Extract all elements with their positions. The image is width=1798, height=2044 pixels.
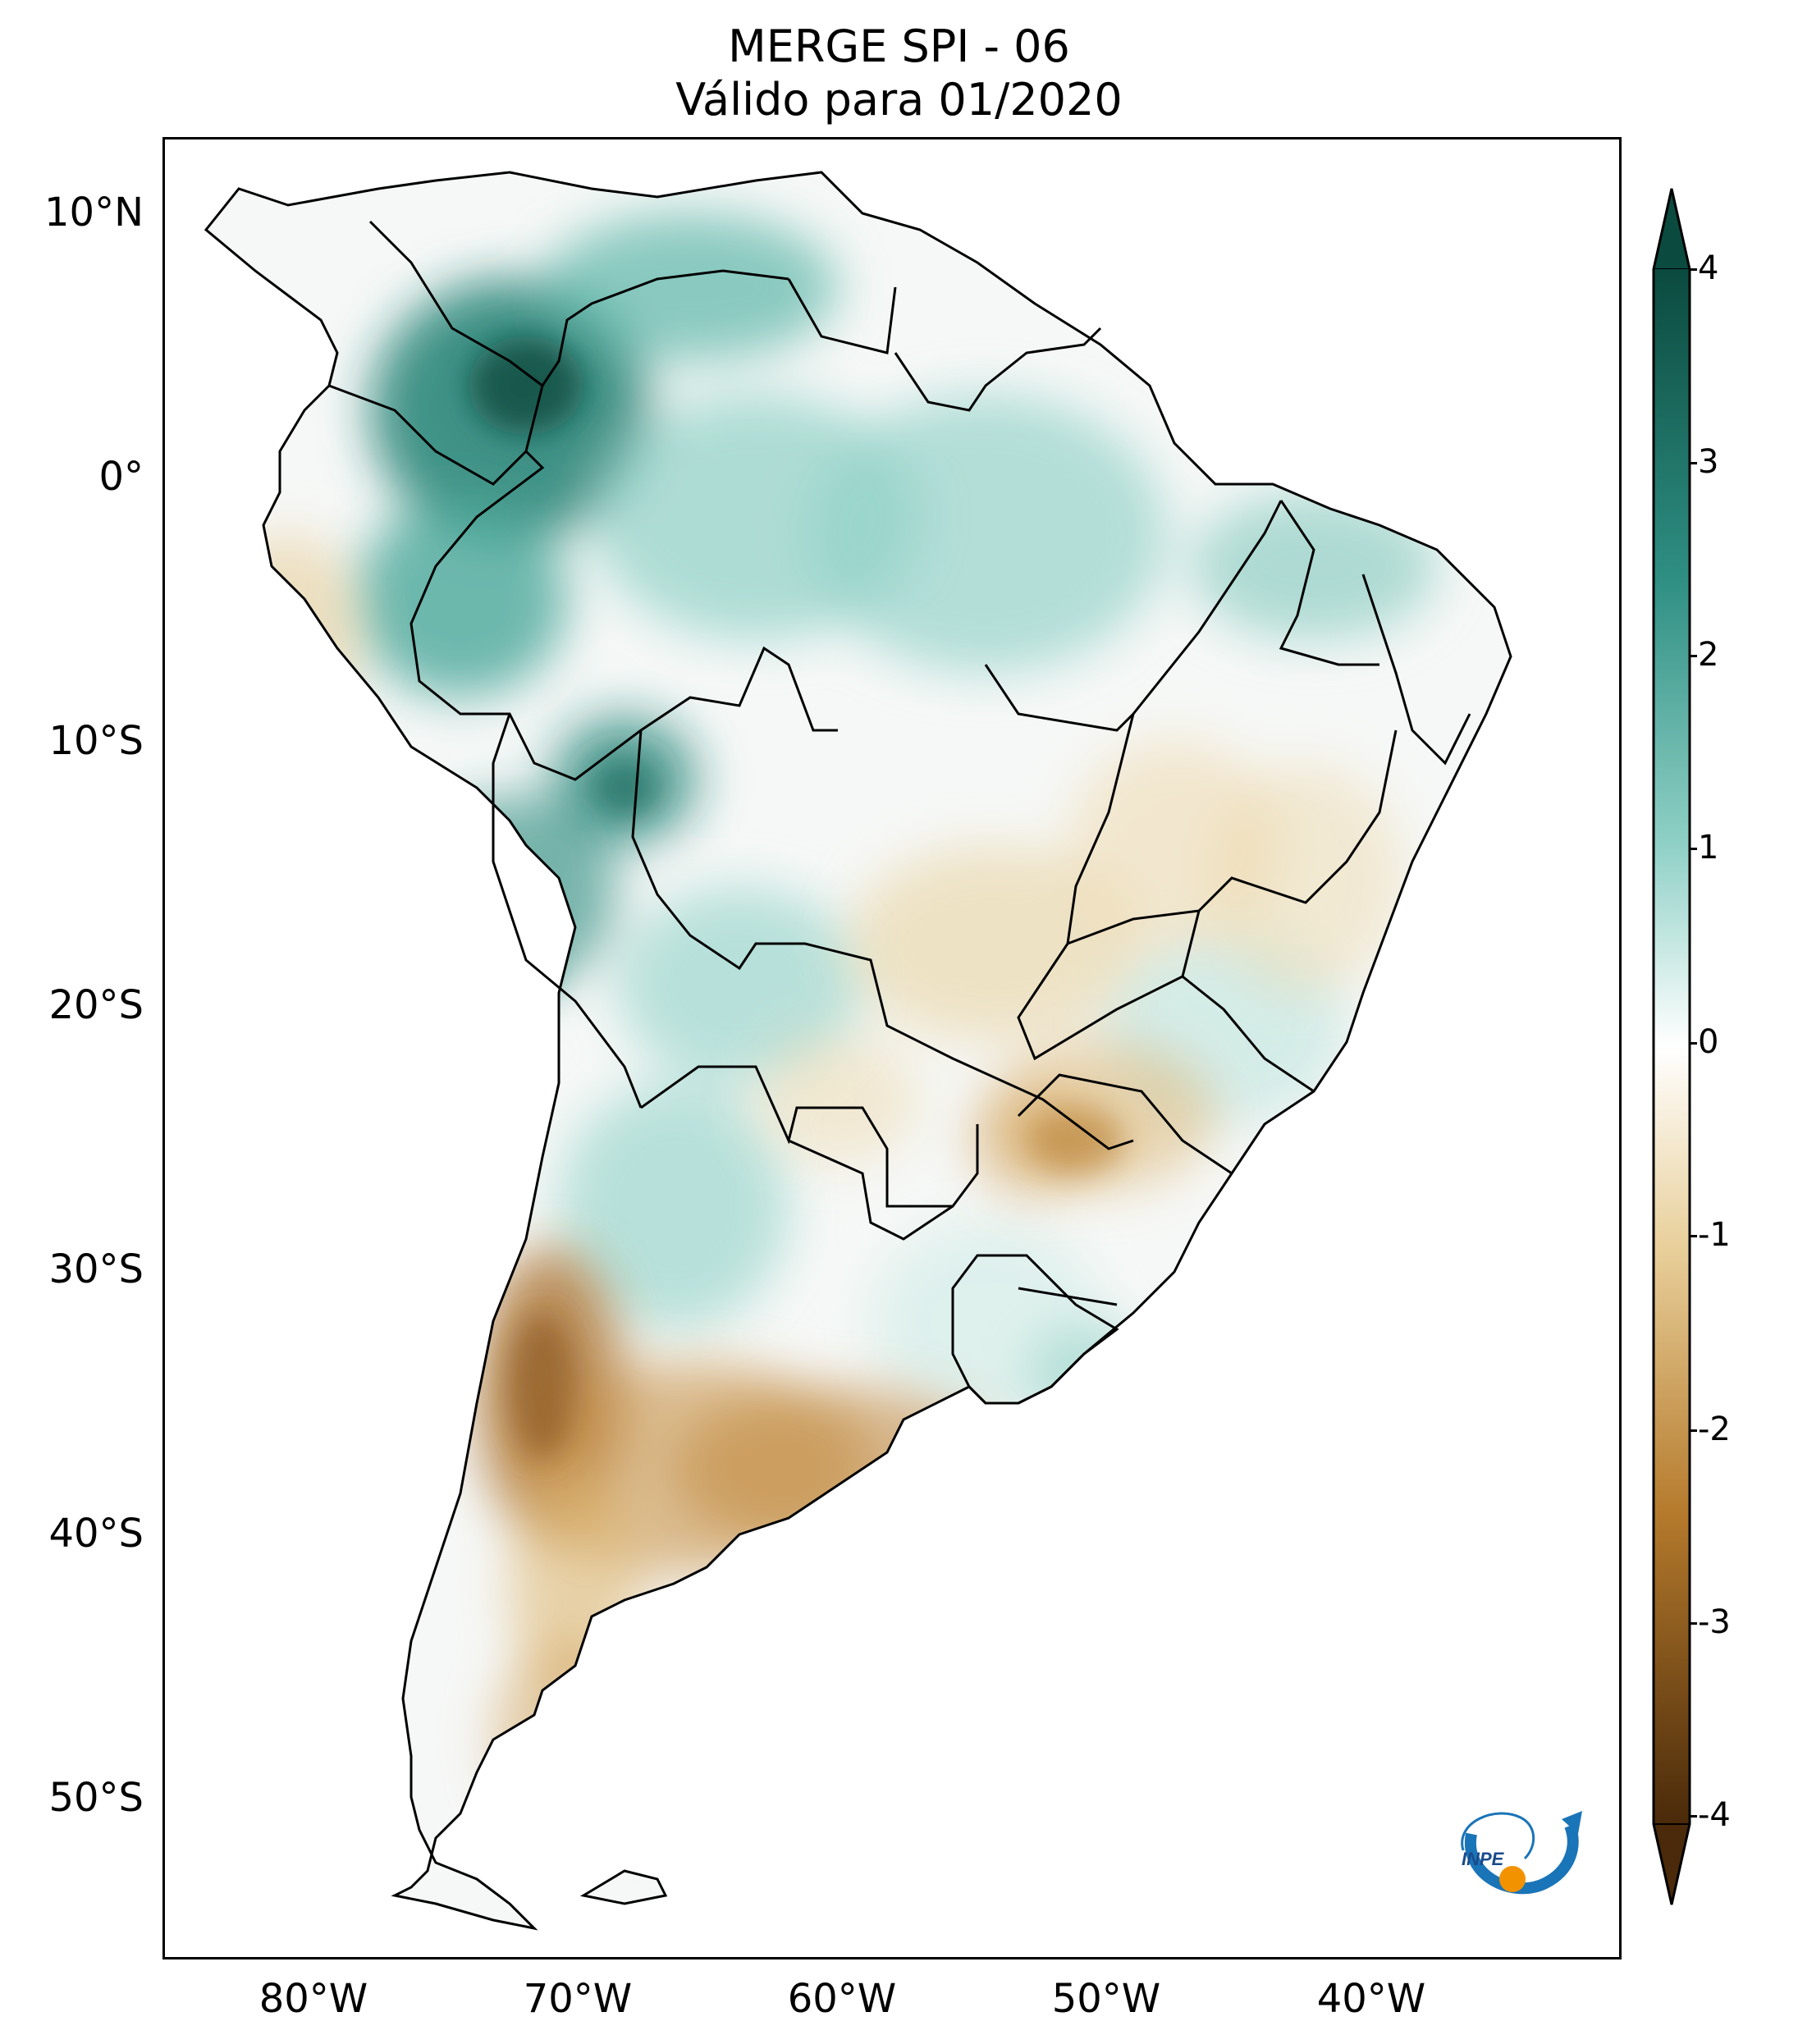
cb-label-1: 1 [1698, 829, 1719, 867]
cb-label-0: 0 [1698, 1023, 1719, 1061]
cb-tickmark-neg3 [1689, 1622, 1697, 1625]
south-america-map [204, 171, 1512, 1931]
cb-tickmark-1 [1689, 848, 1697, 850]
map-subtitle: Válido para 01/2020 [675, 74, 1123, 126]
lon-label-60w: 60°W [787, 1976, 897, 2022]
map-title: MERGE SPI - 06 [728, 21, 1070, 72]
cb-label-neg4: -4 [1698, 1796, 1731, 1834]
lat-label-10s: 10°S [48, 718, 144, 764]
cb-tickmark-neg2 [1689, 1429, 1697, 1432]
logo-dot [1499, 1866, 1526, 1892]
cb-tickmark-2 [1689, 655, 1697, 657]
spi-field [206, 172, 1511, 1928]
cb-label-3: 3 [1698, 443, 1719, 481]
cb-tickmark-3 [1689, 462, 1697, 464]
lat-label-0: 0° [98, 454, 144, 500]
logo-arrow-icon [1562, 1811, 1582, 1834]
cb-label-2: 2 [1698, 636, 1719, 674]
lat-label-40s: 40°S [48, 1511, 144, 1557]
colorbar [1652, 188, 1691, 1905]
lat-label-20s: 20°S [48, 982, 144, 1028]
cb-label-neg3: -3 [1698, 1603, 1731, 1641]
lon-label-40w: 40°W [1316, 1976, 1426, 2022]
logo-arc [1464, 1823, 1579, 1895]
logo-text: INPE [1462, 1849, 1505, 1869]
lon-label-70w: 70°W [523, 1976, 633, 2022]
colorbar-extend-max [1652, 188, 1691, 270]
map-frame: INPE [162, 137, 1622, 1959]
cb-tickmark-0 [1689, 1042, 1697, 1045]
cb-tickmark-4 [1689, 268, 1697, 271]
cb-tickmark-neg4 [1689, 1815, 1697, 1818]
colorbar-gradient [1654, 269, 1690, 1824]
lat-label-10n: 10°N [44, 190, 144, 235]
lon-label-80w: 80°W [258, 1976, 368, 2022]
lat-label-30s: 30°S [48, 1246, 144, 1292]
cb-tickmark-neg1 [1689, 1235, 1697, 1237]
colorbar-extend-min [1652, 1823, 1691, 1905]
logo-orbit [1461, 1812, 1535, 1860]
cb-label-4: 4 [1698, 249, 1719, 287]
cb-label-neg2: -2 [1698, 1411, 1731, 1448]
inpe-logo: INPE [1461, 1811, 1582, 1895]
lon-label-50w: 50°W [1051, 1976, 1161, 2022]
country-borders [204, 171, 1512, 1931]
lat-label-50s: 50°S [48, 1775, 144, 1821]
cb-label-neg1: -1 [1698, 1216, 1731, 1254]
